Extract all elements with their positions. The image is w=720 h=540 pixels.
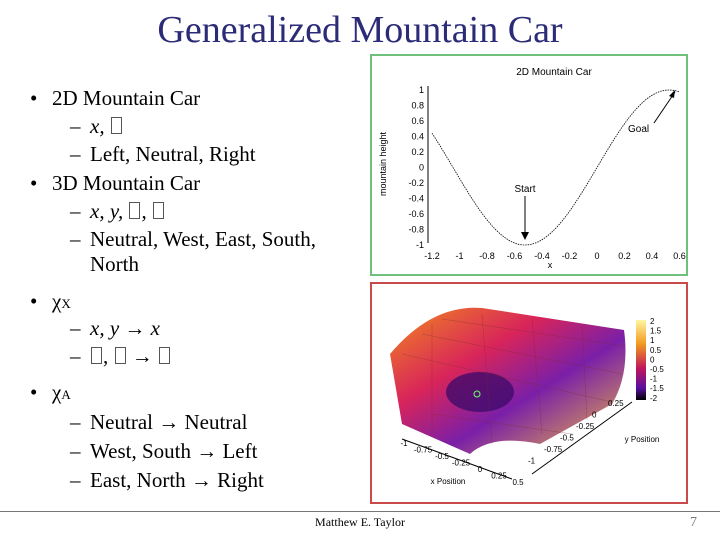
plot2d-ylabel: mountain height xyxy=(378,131,388,196)
plot3d-ytick: 0.25 xyxy=(608,399,624,408)
plot3d-xtick: -0.75 xyxy=(414,446,433,455)
plot2d-ytick: -0.6 xyxy=(408,209,424,219)
missing-glyph-icon xyxy=(110,117,122,134)
colorbar-tick: 0.5 xyxy=(650,346,662,355)
sub-bullet-3d-actions: – Neutral, West, East, South, xyxy=(70,227,316,251)
plot3d-xtick: -0.25 xyxy=(452,459,471,468)
plot2d-ytick: -0.2 xyxy=(408,178,424,188)
surface-gridlines xyxy=(401,313,625,445)
plot2d-ytick: -0.4 xyxy=(408,194,424,204)
goal-label: Goal xyxy=(628,124,649,135)
plot2d-xtick: 0 xyxy=(594,251,599,261)
sub-bullet-chi-x-mapping: – x, y → x xyxy=(70,316,160,340)
bullet-2d-mountain-car: • 2D Mountain Car xyxy=(30,86,201,110)
missing-glyph-icon xyxy=(129,202,141,219)
plot3d-ytick: -0.75 xyxy=(544,445,563,454)
plot2d-ytick: 0 xyxy=(419,163,424,173)
start-arrowhead xyxy=(521,232,529,240)
plot3d-xlabel: x Position xyxy=(431,477,466,486)
mountain-curve xyxy=(431,89,680,246)
colorbar-tick: 2 xyxy=(650,317,655,326)
x-axis-line xyxy=(401,438,513,480)
sub-bullet-2d-actions: – Left, Neutral, Right xyxy=(70,142,256,166)
colorbar-tick: 1 xyxy=(650,336,655,345)
plot3d-xtick: -0.5 xyxy=(435,452,449,461)
figure-2d-mountain-car: 2D Mountain Car mountain height 1 0.8 0.6 0… xyxy=(370,54,688,276)
footer-author: Matthew E. Taylor xyxy=(315,515,405,529)
colorbar-tick: -0.5 xyxy=(650,365,664,374)
missing-glyph-icon xyxy=(91,347,102,364)
plot2d-ytick: 0.8 xyxy=(411,101,424,111)
plot3d-xtick: 0 xyxy=(478,465,483,474)
plot2d-title: 2D Mountain Car xyxy=(516,67,592,78)
footer-divider xyxy=(0,511,720,512)
plot2d-ytick: 0.2 xyxy=(411,147,424,157)
plot2d-ytick: 0.6 xyxy=(411,116,424,126)
colorbar-tick: -2 xyxy=(650,394,658,403)
goal-arrow xyxy=(653,91,676,124)
colorbar-tick: -1.5 xyxy=(650,384,664,393)
page-number: 7 xyxy=(690,515,697,530)
sub-bullet-chi-x-velocity: –, → xyxy=(70,342,171,370)
plot2d-xlabel: x xyxy=(548,260,553,270)
plot2d-xtick: -0.6 xyxy=(507,251,523,261)
colorbar-tick: -1 xyxy=(650,375,658,384)
plot2d-xtick: 0.4 xyxy=(646,251,659,261)
plot3d-xtick: -1 xyxy=(400,439,408,448)
sub-bullet-west-south: – West, South → Left xyxy=(70,439,258,463)
plot2d-ytick: 0.4 xyxy=(411,132,424,142)
plot2d-xtick: -1.2 xyxy=(424,251,440,261)
colorbar-tick: 0 xyxy=(650,355,655,364)
surface-valley xyxy=(446,372,514,412)
missing-glyph-icon xyxy=(159,347,170,364)
missing-glyph-icon xyxy=(152,202,164,219)
sub-bullet-neutral: – Neutral → Neutral xyxy=(70,410,248,434)
plot2d-xtick: -0.4 xyxy=(534,251,550,261)
plot2d-xtick: -0.8 xyxy=(479,251,495,261)
sub-bullet-2d-state: – x, xyxy=(70,112,123,140)
plot2d-xtick: 0.2 xyxy=(618,251,631,261)
colorbar xyxy=(636,320,646,400)
bullet-chi-a: • χA xyxy=(30,380,71,404)
plot3d-xtick: 0.5 xyxy=(512,478,524,487)
sub-bullet-3d-actions-cont: North xyxy=(90,252,139,276)
bullet-chi-x: • χX xyxy=(30,289,71,313)
plot3d-ytick: -0.25 xyxy=(576,422,595,431)
plot3d-xtick: 0.25 xyxy=(491,472,507,481)
missing-glyph-icon xyxy=(114,347,126,364)
start-marker xyxy=(473,390,481,398)
plot2d-ytick: -0.8 xyxy=(408,225,424,235)
colorbar-tick: 1.5 xyxy=(650,327,662,336)
plot3d-ytick: -0.5 xyxy=(560,434,574,443)
bullet-3d-mountain-car: • 3D Mountain Car xyxy=(30,171,201,195)
goal-arrowhead xyxy=(669,90,675,98)
plot3d-ytick: 0 xyxy=(592,411,597,420)
plot2d-ytick: 1 xyxy=(419,85,424,95)
plot2d-ytick: -1 xyxy=(416,240,424,250)
figure-3d-surface: 2 1.5 1 0.5 0 -0.5 -1 -1.5 -2 -1 -0.75 -0.5 -0.25 0 0… xyxy=(370,282,688,504)
plot2d-xtick: 0.6 xyxy=(673,251,686,261)
sub-bullet-east-north: – East, North → Right xyxy=(70,468,264,492)
y-axis-line xyxy=(531,401,633,475)
sub-bullet-3d-state: – x, y, , xyxy=(70,197,165,225)
start-label: Start xyxy=(514,184,535,195)
plot2d-xtick: -1 xyxy=(455,251,463,261)
plot3d-ytick: -1 xyxy=(528,457,536,466)
plot2d-xtick: -0.2 xyxy=(562,251,578,261)
plot3d-ylabel: y Position xyxy=(625,435,660,444)
slide-title: Generalized Mountain Car xyxy=(157,9,563,51)
